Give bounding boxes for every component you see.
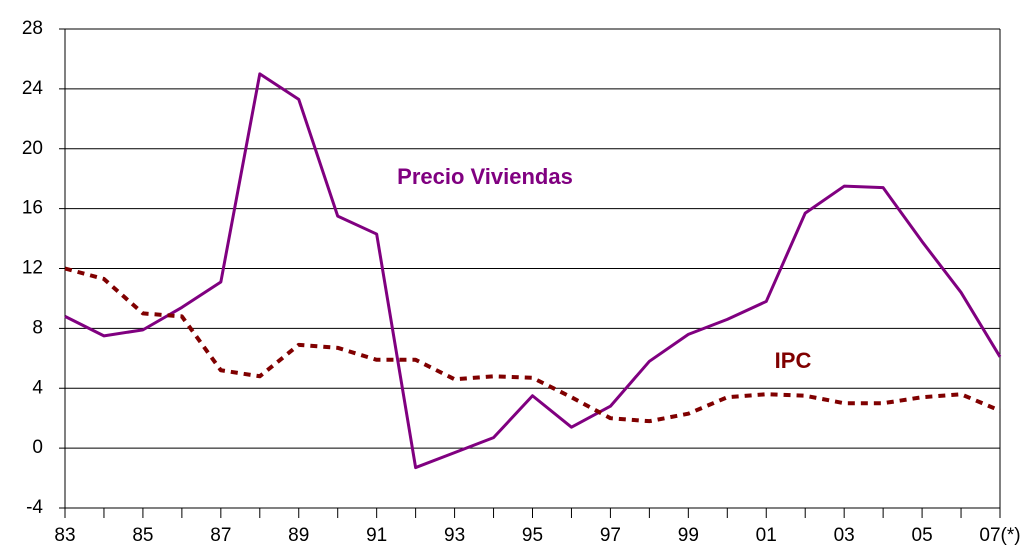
y-tick-label: 20 — [22, 138, 43, 159]
y-tick-label: -4 — [26, 497, 43, 518]
y-tick-label: 8 — [32, 317, 43, 338]
y-tick-label: 12 — [22, 258, 43, 279]
x-tick-label: 89 — [288, 525, 309, 546]
y-tick-label: 28 — [22, 18, 43, 39]
x-tick-label: 97 — [600, 525, 621, 546]
x-tick-label: 01 — [756, 525, 777, 546]
x-tick-label: 07(*) — [979, 525, 1020, 546]
x-tick-label: 99 — [678, 525, 699, 546]
y-tick-label: 4 — [32, 377, 43, 398]
x-tick-label: 87 — [210, 525, 231, 546]
y-tick-label: 0 — [32, 437, 43, 458]
x-tick-label: 85 — [132, 525, 153, 546]
series-line — [64, 72, 1002, 470]
x-tick-label: 91 — [366, 525, 387, 546]
y-tick-label: 24 — [22, 78, 44, 99]
y-tick-label: 16 — [22, 198, 43, 219]
series-label: IPC — [775, 348, 812, 373]
series-label: Precio Viviendas — [397, 164, 573, 189]
x-tick-label: 93 — [444, 525, 465, 546]
x-tick-label: 95 — [522, 525, 543, 546]
series-line — [64, 266, 1001, 424]
x-tick-label: 05 — [912, 525, 933, 546]
x-tick-label: 83 — [54, 525, 75, 546]
x-tick-label: 03 — [834, 525, 855, 546]
